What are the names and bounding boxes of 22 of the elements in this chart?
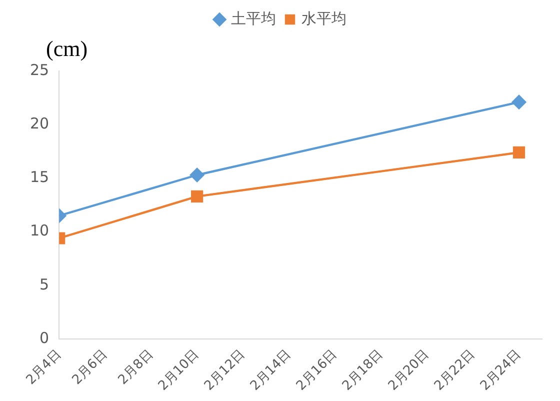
y-tick-label: 25 — [30, 60, 50, 79]
y-axis-title: (cm) — [46, 36, 88, 61]
x-tick-label: 2月6日 — [70, 347, 110, 388]
x-tick-label: 2月16日 — [294, 347, 340, 394]
y-tick-label: 20 — [30, 114, 50, 132]
x-tick-label: 2月24日 — [478, 347, 524, 394]
x-tick-label: 2月12日 — [202, 347, 248, 394]
legend-label: 水平均 — [302, 9, 346, 28]
x-tick-label: 2月22日 — [432, 347, 478, 394]
x-tick-label: 2月10日 — [156, 347, 202, 394]
y-tick-label: 5 — [40, 275, 50, 294]
point — [512, 94, 526, 110]
x-tick-label: 2月14日 — [248, 347, 294, 394]
y-tick-label: 15 — [30, 168, 50, 186]
x-tick-label: 2月8日 — [116, 347, 156, 388]
point — [512, 146, 526, 159]
x-tick-label: 2月18日 — [340, 347, 386, 394]
legend-label: 土平均 — [231, 9, 276, 28]
x-tick-label: 2月4日 — [24, 347, 64, 388]
x-tick-label: 2月20日 — [386, 347, 432, 394]
y-tick-label: 0 — [40, 328, 50, 347]
y-tick-label: 10 — [30, 222, 50, 240]
